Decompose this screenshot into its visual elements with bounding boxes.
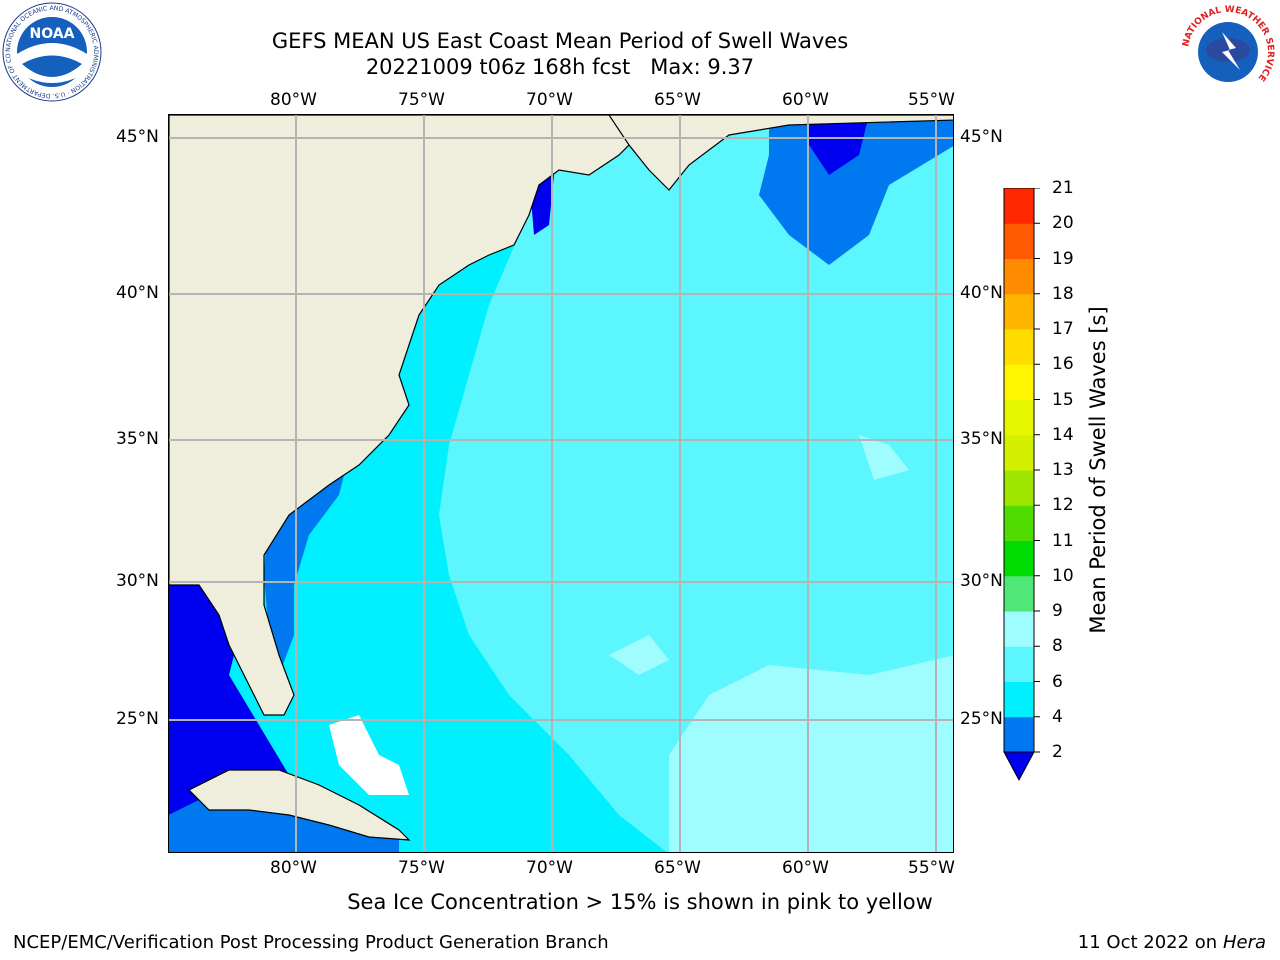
lat-label-left-25n: 25°N — [116, 709, 159, 729]
pale-cyan-patch-2 — [859, 435, 909, 480]
colorbar — [1003, 188, 1040, 782]
machine-name: Hera — [1222, 932, 1266, 953]
lat-label-right-25n: 25°N — [960, 709, 1003, 729]
ne-deep-blue-region — [809, 115, 869, 175]
light-cyan-region — [439, 115, 953, 852]
lon-label-top-75w: 75°W — [398, 90, 445, 110]
colorbar-tick-label: 20 — [1052, 213, 1074, 234]
lat-label-right-45n: 45°N — [960, 127, 1003, 147]
colorbar-tick-label: 9 — [1052, 601, 1063, 621]
cuba-land — [187, 769, 411, 841]
colorbar-tick-label: 14 — [1052, 424, 1074, 445]
colorbar-tick-label: 4 — [1052, 706, 1063, 727]
sea-ice-note: Sea Ice Concentration > 15% is shown in … — [347, 890, 933, 914]
colorbar-label: Mean Period of Swell Waves [s] — [1086, 306, 1110, 634]
lon-label-bottom-70w: 70°W — [526, 858, 573, 878]
lon-label-top-60w: 60°W — [782, 90, 829, 110]
chart-subtitle: 20221009 t06z 168h fcst Max: 9.37 — [365, 55, 755, 79]
colorbar-frame — [1003, 188, 1035, 753]
colorbar-segment — [1004, 293, 1034, 330]
colorbar-segment — [1004, 540, 1034, 577]
colorbar-tick-label: 13 — [1052, 460, 1074, 480]
graticule — [169, 115, 953, 852]
colorbar-segment — [1004, 681, 1034, 718]
nws-logo-icon: NATIONAL WEATHER SERVICE — [1179, 3, 1277, 101]
colorbar-segment — [1004, 434, 1034, 471]
colorbar-segment — [1004, 470, 1034, 506]
canada-land — [608, 115, 953, 191]
lon-label-bottom-60w: 60°W — [782, 858, 829, 878]
colorbar-tick-label: 21 — [1052, 178, 1074, 198]
lon-label-top-65w: 65°W — [654, 90, 701, 110]
lat-label-left-40n: 40°N — [116, 283, 159, 303]
lon-label-bottom-75w: 75°W — [398, 858, 445, 878]
lat-label-right-30n: 30°N — [960, 571, 1003, 591]
chart-title: GEFS MEAN US East Coast Mean Period of S… — [271, 29, 849, 53]
noaa-logo-text: NOAA — [30, 26, 75, 42]
colorbar-segment — [1004, 258, 1034, 295]
credit-text: NCEP/EMC/Verification Post Processing Pr… — [13, 932, 609, 953]
lon-label-top-55w: 55°W — [908, 90, 955, 110]
lon-label-bottom-55w: 55°W — [908, 858, 955, 878]
lon-label-top-70w: 70°W — [526, 90, 573, 110]
colorbar-tick-label: 8 — [1052, 636, 1063, 657]
colorbar-tick-label: 11 — [1052, 530, 1074, 551]
map-panel[interactable] — [168, 114, 954, 853]
colorbar-segment — [1004, 611, 1034, 647]
swell-period-map[interactable] — [169, 115, 954, 853]
colorbar-segment — [1004, 223, 1034, 259]
run-date: 11 Oct 2022 on Hera — [1078, 932, 1266, 953]
colorbar-segment — [1004, 188, 1034, 224]
colorbar-tick-label: 10 — [1052, 565, 1074, 586]
lon-label-top-80w: 80°W — [270, 90, 317, 110]
colorbar-segment — [1004, 575, 1034, 612]
lat-label-right-35n: 35°N — [960, 429, 1003, 449]
colorbar-segment — [1004, 646, 1034, 682]
lon-label-bottom-80w: 80°W — [270, 858, 317, 878]
lat-label-right-40n: 40°N — [960, 283, 1003, 303]
colorbar-segment — [1004, 399, 1034, 436]
lon-label-bottom-65w: 65°W — [654, 858, 701, 878]
colorbar-segment — [1004, 364, 1034, 400]
colorbar-tick-label: 6 — [1052, 671, 1063, 692]
colorbar-tick-label: 2 — [1052, 742, 1063, 762]
colorbar-tick-label: 16 — [1052, 354, 1074, 375]
pale-cyan-patch — [609, 635, 669, 675]
run-date-text: 11 Oct 2022 on — [1077, 932, 1223, 953]
colorbar-segment — [1004, 505, 1034, 541]
colorbar-segment — [1004, 329, 1034, 365]
bahamas-shallows — [329, 715, 409, 795]
colorbar-under-arrow — [1003, 751, 1035, 782]
lat-label-left-35n: 35°N — [116, 429, 159, 449]
noaa-logo-icon: NATIONAL OCEANIC AND ATMOSPHERIC ADMINIS… — [2, 2, 102, 102]
us-mainland-land — [169, 115, 671, 716]
lat-label-left-45n: 45°N — [116, 127, 159, 147]
lat-label-left-30n: 30°N — [116, 571, 159, 591]
colorbar-tick-label: 19 — [1052, 248, 1074, 269]
gulf-deep-blue-region — [169, 585, 289, 815]
colorbar-tick-label: 12 — [1052, 495, 1074, 516]
pale-cyan-region — [669, 655, 953, 852]
colorbar-tick-label: 18 — [1052, 283, 1074, 304]
colorbar-segment — [1004, 716, 1034, 753]
colorbar-tick-label: 17 — [1052, 319, 1074, 339]
colorbar-tick-label: 15 — [1052, 389, 1074, 410]
